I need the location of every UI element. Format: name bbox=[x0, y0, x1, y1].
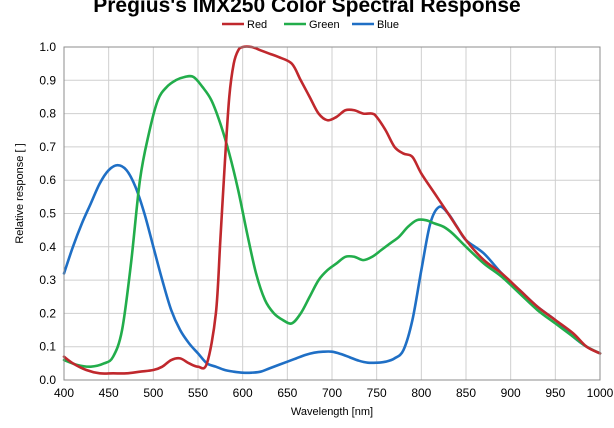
y-tick-label: 0.6 bbox=[39, 173, 56, 187]
x-tick-label: 750 bbox=[367, 386, 387, 400]
x-tick-label: 600 bbox=[233, 386, 253, 400]
y-tick-label: 1.0 bbox=[39, 40, 56, 54]
x-tick-label: 850 bbox=[456, 386, 476, 400]
x-tick-labels: 400 450 500 550 600 650 700 750 800 850 900 950 1000 bbox=[54, 386, 614, 400]
y-tick-label: 0.1 bbox=[39, 340, 56, 354]
y-tick-label: 0.3 bbox=[39, 273, 56, 287]
y-tick-labels: 0.0 0.1 0.2 0.3 0.4 0.5 0.6 0.7 0.8 0.9 1.0 bbox=[39, 40, 56, 387]
x-tick-label: 500 bbox=[143, 386, 163, 400]
y-tick-label: 0.2 bbox=[39, 306, 56, 320]
x-tick-label: 950 bbox=[545, 386, 565, 400]
x-tick-label: 1000 bbox=[587, 386, 614, 400]
y-tick-label: 0.9 bbox=[39, 73, 56, 87]
chart-title: Pregius's IMX250 Color Spectral Response bbox=[93, 0, 520, 17]
series-layer bbox=[62, 45, 602, 375]
series-line-red bbox=[62, 45, 602, 375]
y-tick-label: 0.8 bbox=[39, 107, 56, 121]
y-tick-label: 0.0 bbox=[39, 373, 56, 387]
legend: Red Green Blue bbox=[222, 19, 399, 31]
y-axis-label: Relative response [ ] bbox=[14, 143, 26, 243]
y-tick-label: 0.5 bbox=[39, 207, 56, 221]
legend-label-red: Red bbox=[247, 19, 267, 31]
x-tick-label: 700 bbox=[322, 386, 342, 400]
x-tick-label: 900 bbox=[501, 386, 521, 400]
x-tick-label: 450 bbox=[99, 386, 119, 400]
grid bbox=[63, 46, 601, 381]
x-tick-label: 800 bbox=[411, 386, 431, 400]
x-axis-label: Wavelength [nm] bbox=[291, 406, 373, 418]
legend-label-blue: Blue bbox=[377, 19, 399, 31]
plot-frame bbox=[63, 46, 601, 381]
y-tick-label: 0.4 bbox=[39, 240, 56, 254]
x-tick-label: 650 bbox=[277, 386, 297, 400]
series-line-green bbox=[62, 74, 602, 369]
x-tick-label: 400 bbox=[54, 386, 74, 400]
y-tick-label: 0.7 bbox=[39, 140, 56, 154]
legend-label-green: Green bbox=[309, 19, 340, 31]
x-tick-label: 550 bbox=[188, 386, 208, 400]
